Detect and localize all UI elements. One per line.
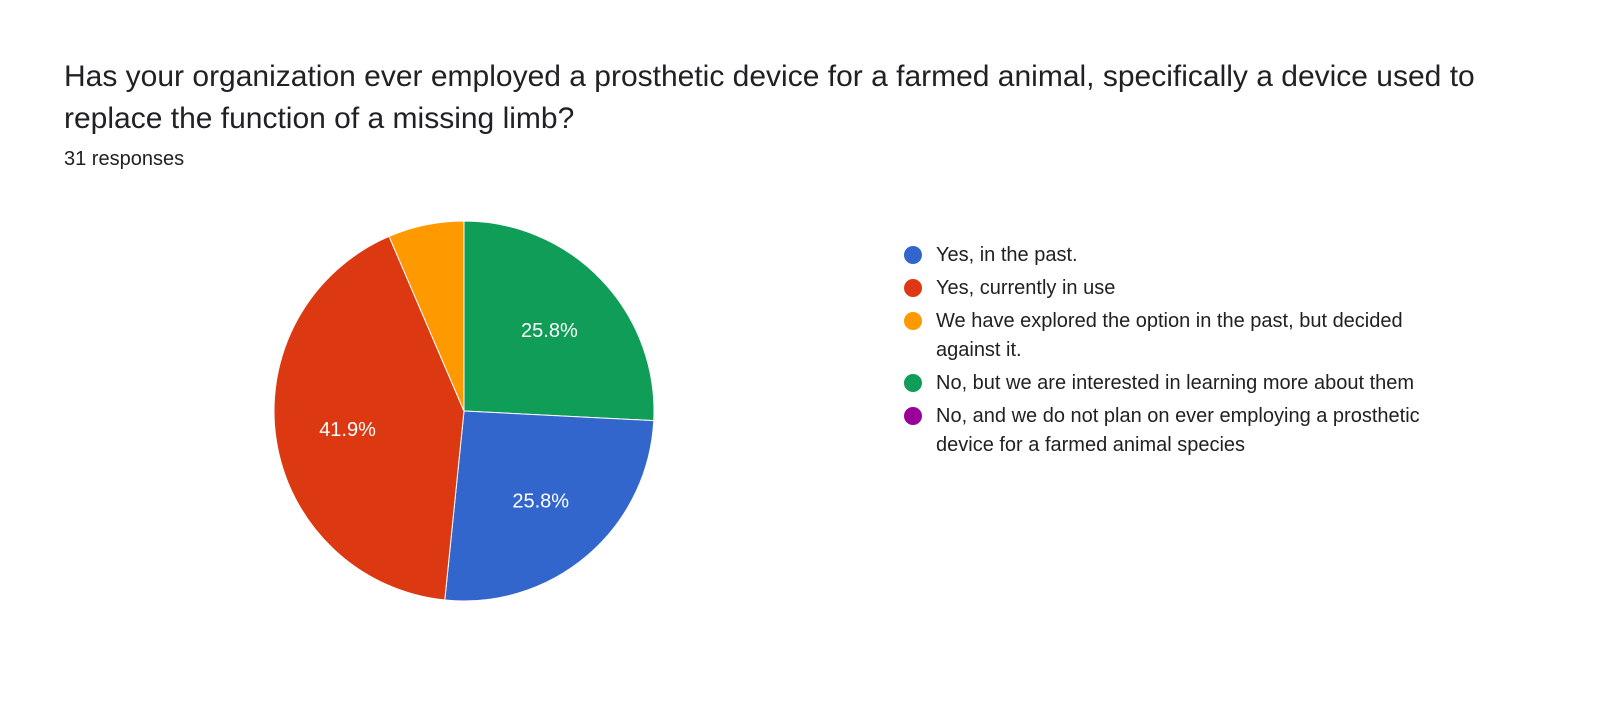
legend-swatch [904,246,922,264]
pie-chart[interactable]: 25.8% 25.8% 41.9% [254,201,674,621]
legend-label: No, but we are interested in learning mo… [936,369,1424,398]
slice-label: 25.8% [521,320,578,342]
slice-label: 25.8% [512,490,569,512]
legend-label: No, and we do not plan on ever employing… [936,402,1424,460]
legend-item[interactable]: We have explored the option in the past,… [904,307,1424,365]
legend-item[interactable]: Yes, currently in use [904,274,1424,303]
response-count: 31 responses [64,148,1536,171]
legend-swatch [904,312,922,330]
chart-content: 25.8% 25.8% 41.9% Yes, in the past. Yes, cu… [64,201,1536,621]
legend-swatch [904,407,922,425]
chart-card: Has your organization ever employed a pr… [0,0,1600,661]
legend-swatch [904,374,922,392]
slice-label: 41.9% [319,419,376,441]
legend: Yes, in the past. Yes, currently in use We… [864,201,1536,464]
legend-item[interactable]: No, but we are interested in learning mo… [904,369,1424,398]
pie-chart-area: 25.8% 25.8% 41.9% [64,201,864,621]
legend-item[interactable]: Yes, in the past. [904,241,1424,270]
legend-swatch [904,279,922,297]
question-title: Has your organization ever employed a pr… [64,56,1536,140]
legend-label: Yes, currently in use [936,274,1424,303]
legend-item[interactable]: No, and we do not plan on ever employing… [904,402,1424,460]
legend-label: We have explored the option in the past,… [936,307,1424,365]
legend-label: Yes, in the past. [936,241,1424,270]
